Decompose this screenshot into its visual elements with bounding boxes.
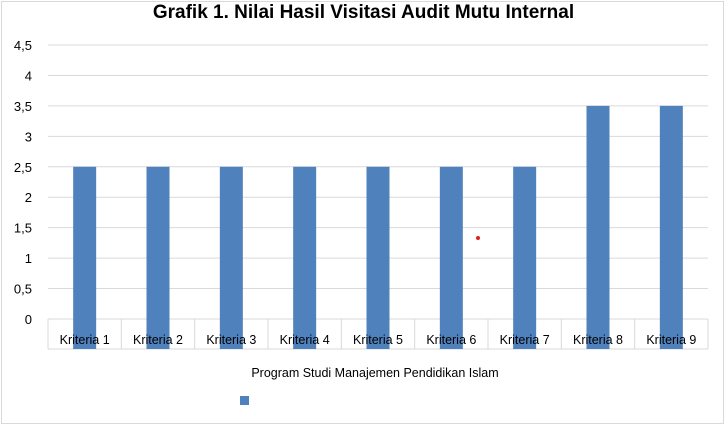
x-tick-label: Kriteria 8 — [573, 333, 623, 347]
y-tick-label: 1,5 — [14, 221, 32, 236]
bar-2 — [146, 166, 170, 349]
x-tick-label: Kriteria 7 — [500, 333, 550, 347]
bar-1 — [73, 166, 97, 349]
x-tick-label: Kriteria 5 — [353, 333, 403, 347]
y-tick-label: 1 — [25, 251, 32, 266]
marker-dot — [476, 236, 480, 240]
bar-6 — [439, 166, 463, 349]
legend-series-label: Program Studi Manajemen Pendidikan Islam — [251, 366, 499, 380]
x-tick-label: Kriteria 1 — [60, 333, 110, 347]
legend-series-swatch — [240, 396, 249, 405]
bar-8 — [586, 105, 610, 349]
bar-3 — [219, 166, 243, 349]
y-tick-label: 4 — [25, 68, 32, 83]
y-tick-label: 2 — [25, 190, 32, 205]
y-tick-label: 4,5 — [14, 38, 32, 53]
bar-4 — [293, 166, 317, 349]
x-tick-label: Kriteria 2 — [133, 333, 183, 347]
y-tick-label: 3,5 — [14, 99, 32, 114]
y-tick-label: 0 — [25, 312, 32, 327]
chart-title: Grafik 1. Nilai Hasil Visitasi Audit Mut… — [152, 2, 575, 23]
x-tick-label: Kriteria 3 — [206, 333, 256, 347]
x-tick-label: Kriteria 9 — [646, 333, 696, 347]
y-tick-label: 3 — [25, 129, 32, 144]
x-tick-label: Kriteria 6 — [426, 333, 476, 347]
y-tick-label: 0,5 — [14, 282, 32, 297]
y-tick-label: 2,5 — [14, 160, 32, 175]
x-tick-label: Kriteria 4 — [280, 333, 330, 347]
bar-7 — [513, 166, 537, 349]
bar-5 — [366, 166, 390, 349]
bar-9 — [659, 105, 683, 349]
